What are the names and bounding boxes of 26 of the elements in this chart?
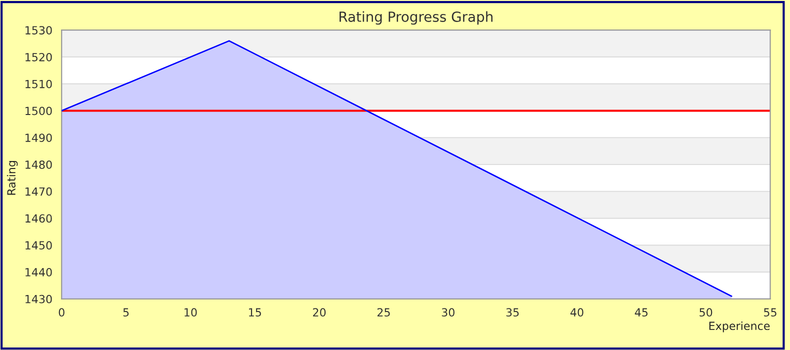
y-tick-label: 1480 [26, 160, 52, 169]
x-axis-title: Experience [709, 321, 770, 332]
x-tick-label: 45 [634, 308, 648, 317]
y-tick-label: 1450 [26, 241, 52, 250]
y-tick-label: 1440 [26, 268, 52, 276]
x-tick-label: 20 [313, 308, 326, 317]
x-tick-label: 30 [442, 308, 454, 317]
x-tick-label: 5 [123, 308, 129, 317]
y-tick-label: 1500 [26, 106, 52, 116]
y-tick-label: 1490 [26, 134, 52, 142]
x-tick-label: 35 [506, 308, 519, 317]
y-tick-label: 1430 [26, 294, 52, 304]
y-tick-label: 1530 [26, 26, 52, 34]
x-tick-label: 55 [764, 308, 776, 317]
chart-title: Rating Progress Graph [340, 11, 492, 25]
x-tick-label: 10 [184, 308, 197, 317]
x-tick-label: 25 [377, 308, 390, 317]
y-tick-label: 1510 [26, 80, 52, 88]
x-tick-label: 0 [58, 308, 64, 317]
x-tick-label: 50 [700, 308, 712, 317]
y-tick-label: 1520 [26, 52, 52, 62]
y-tick-label: 1470 [26, 187, 52, 196]
x-tick-label: 40 [570, 308, 584, 317]
y-tick-label: 1460 [26, 214, 52, 223]
y-axis-title: Rating [6, 161, 18, 195]
x-tick-label: 15 [249, 308, 261, 317]
